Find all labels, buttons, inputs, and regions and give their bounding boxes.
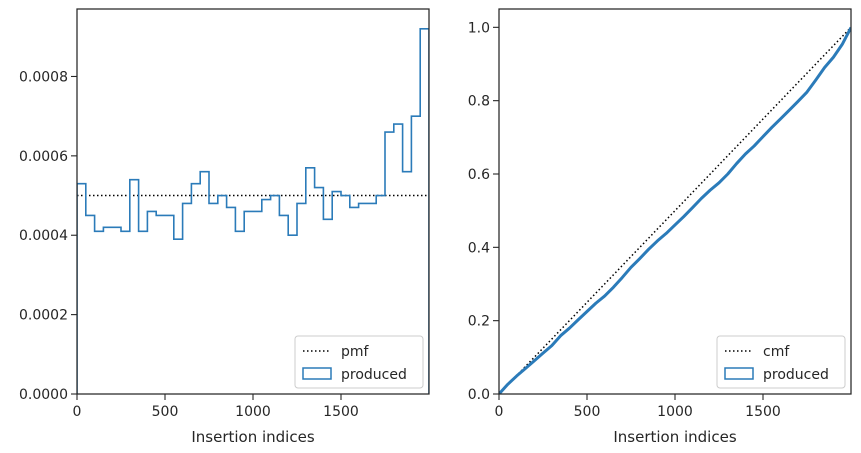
plot-area [77,28,429,394]
y-tick-label: 0.0000 [19,387,68,403]
y-tick-label: 1.0 [468,20,490,36]
y-tick-label: 0.2 [468,314,490,330]
x-tick-label: 1500 [745,404,781,420]
y-tick-label: 0.0 [468,387,490,403]
legend: pmf produced [294,335,424,389]
legend-label-produced: produced [341,367,407,383]
y-tick-label: 0.4 [468,240,490,256]
y-tick-label: 0.0008 [19,69,68,85]
y-tick-label: 0.0006 [19,149,68,165]
x-tick-label: 0 [495,404,504,420]
y-tick-label: 0.0004 [19,228,68,244]
x-tick-label: 0 [73,404,82,420]
series-produced-step [77,28,429,394]
y-tick-label: 0.6 [468,167,490,183]
y-tick-label: 0.0002 [19,308,68,324]
legend-swatch-produced [724,367,754,380]
x-tick-label: 500 [574,404,601,420]
legend: cmf produced [716,335,846,389]
plot-area [499,26,851,394]
x-tick-label: 1000 [657,404,693,420]
legend-label-produced: produced [763,367,829,383]
legend-box [294,335,424,389]
legend-swatch-produced [302,367,332,380]
x-axis-label: Insertion indices [613,428,736,446]
x-tick-label: 500 [152,404,179,420]
y-tick-label: 0.8 [468,94,490,110]
cmf-line-panel: 0 500 1000 1500 0.0 0.2 0.4 0.6 0.8 1.0 Insertion … [468,8,852,446]
legend-box [716,335,846,389]
x-tick-label: 1500 [323,404,359,420]
legend-label-cmf: cmf [763,344,790,360]
x-axis-label: Insertion indices [191,428,314,446]
pmf-histogram-panel: 0 500 1000 1500 0.0000 0.0002 0.0004 0.0006 0.00… [19,8,430,446]
series-cmf-line [499,26,851,394]
series-produced-line [499,26,851,394]
x-tick-label: 1000 [235,404,271,420]
legend-label-pmf: pmf [341,344,370,360]
